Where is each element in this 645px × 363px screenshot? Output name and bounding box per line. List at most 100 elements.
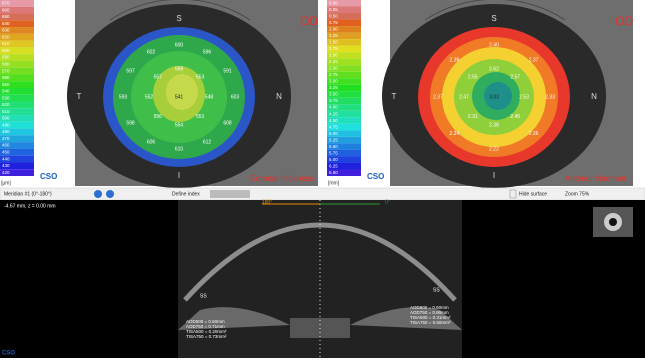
scale-label: 0.25 [329, 7, 338, 12]
scale-label: 470 [2, 136, 10, 141]
marker-label: SS [200, 293, 207, 299]
scale-label: 5.50 [329, 144, 338, 149]
map-value: 2.38 [489, 122, 499, 128]
scale-label: 1.50 [329, 40, 338, 45]
scale-label: 650 [2, 14, 10, 19]
define-index: Define index [172, 191, 200, 197]
scale-label: 4.50 [329, 118, 338, 123]
scale-swatch [0, 108, 34, 116]
scale-label: 610 [2, 41, 10, 46]
scale-label: 630 [2, 28, 10, 33]
map-value: 2.39 [450, 58, 460, 64]
scale-label: 520 [2, 102, 10, 107]
scale-label: 3.25 [329, 85, 338, 90]
scale-label: 6.25 [329, 163, 338, 168]
scale-swatch [0, 135, 34, 143]
scale-label: 0.00 [329, 0, 338, 5]
direction-label: I [493, 171, 495, 180]
direction-label: S [491, 14, 496, 23]
scale-swatch [327, 143, 361, 150]
measure: TISA750 = 0.60mm² [410, 320, 451, 325]
scale-label: 500 [2, 116, 10, 121]
scale-label: 660 [2, 7, 10, 12]
scale-swatch [327, 169, 361, 176]
scale-swatch [0, 155, 34, 163]
scale-label: 1.00 [329, 27, 338, 32]
scale-label: 2.75 [329, 72, 338, 77]
eye-label: OD [300, 14, 318, 28]
map-value: 2.31 [468, 114, 478, 120]
angle-label: 180° [262, 199, 272, 205]
scale-label: 4.75 [329, 124, 338, 129]
scale-swatch [0, 33, 34, 41]
scale-swatch [327, 0, 361, 7]
map-value: 554 [175, 122, 184, 128]
scale-label: 2.50 [329, 66, 338, 71]
map-value: 2.24 [450, 131, 460, 137]
logo: CSO [367, 172, 384, 181]
map-value: 2.47 [459, 94, 469, 100]
scale-label: 540 [2, 89, 10, 94]
scale-swatch [0, 169, 34, 176]
scale-label: 450 [2, 149, 10, 154]
scale-swatch [327, 26, 361, 33]
map-value: 591 [223, 68, 232, 74]
map-value: 603 [231, 94, 240, 100]
scale-swatch [327, 97, 361, 105]
scale-swatch [0, 60, 34, 68]
scale-label: 4.25 [329, 111, 338, 116]
map-value: 2.53 [519, 94, 529, 100]
scale-swatch [327, 123, 361, 131]
scale-swatch [327, 19, 361, 27]
scale-label: 6.50 [329, 170, 338, 175]
scale-label: 3.00 [329, 79, 338, 84]
measure: AOD500 = 0.60mm [410, 305, 449, 310]
scale-swatch [327, 52, 361, 59]
map-value: 612 [203, 139, 212, 145]
map-value: 3.03 [489, 94, 499, 100]
map-value: 600 [175, 42, 184, 48]
map-value: 2.62 [489, 66, 499, 72]
scale-swatch [327, 149, 361, 157]
scale-label: 2.25 [329, 59, 338, 64]
direction-label: S [176, 14, 181, 23]
scale-swatch [0, 67, 34, 75]
scale-swatch [327, 91, 361, 98]
direction-label: T [77, 92, 82, 101]
scale-label: 420 [2, 170, 10, 175]
scale-swatch [0, 128, 34, 136]
map-value: 608 [223, 120, 232, 126]
scale-label: 430 [2, 163, 10, 168]
scale-swatch [0, 74, 34, 82]
scale-swatch [0, 142, 34, 149]
scale-label: 530 [2, 95, 10, 100]
scale-label: 620 [2, 34, 10, 39]
scale-label: 490 [2, 122, 10, 127]
zoom: Zoom 75% [565, 191, 590, 197]
map-value: 596 [203, 49, 212, 55]
scale-label: 2.00 [329, 53, 338, 58]
scale-label: 580 [2, 61, 10, 66]
measure: AOD750 = 0.71mm [186, 324, 225, 329]
panel-title: Anterior chamber [565, 174, 627, 183]
scale-swatch [0, 101, 34, 109]
map-value: 557 [154, 75, 163, 81]
logo: CSO [2, 351, 15, 357]
scale-label: 4.00 [329, 105, 338, 110]
scale-label: 550 [2, 82, 10, 87]
map-value: 2.57 [510, 75, 520, 81]
scale-label: 460 [2, 143, 10, 148]
scale-swatch [327, 136, 361, 144]
map-value: 559 [175, 66, 184, 72]
map-value: 551 [196, 114, 205, 120]
map-value: 2.37 [529, 58, 539, 64]
scale-label: 590 [2, 55, 10, 60]
map-value: 553 [196, 75, 205, 81]
scale-label: 440 [2, 156, 10, 161]
scale-label: 600 [2, 48, 10, 53]
scale-label: 3.75 [329, 98, 338, 103]
scale-unit: [mm] [328, 180, 340, 186]
map-value: 593 [119, 94, 128, 100]
map-value: 602 [147, 49, 156, 55]
